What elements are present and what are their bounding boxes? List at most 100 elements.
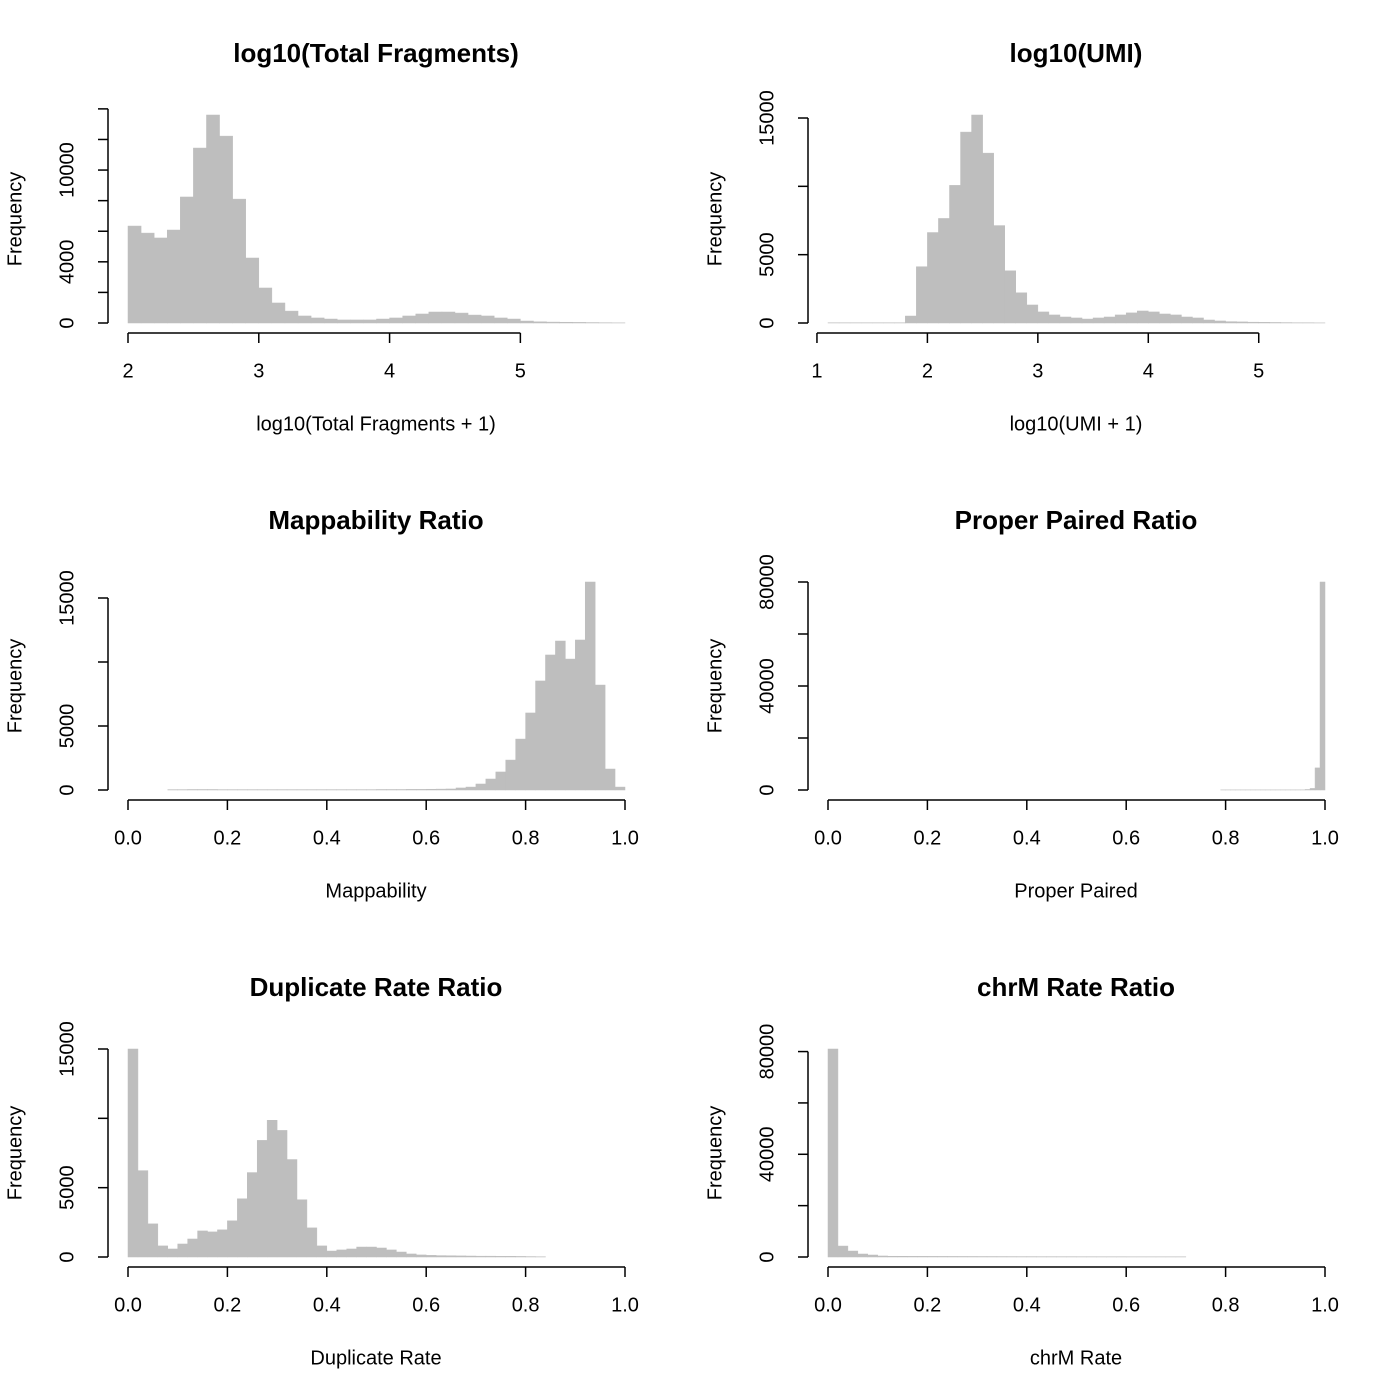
bar bbox=[905, 315, 917, 324]
bar bbox=[266, 1120, 278, 1258]
bar bbox=[938, 218, 950, 324]
bar bbox=[1269, 322, 1282, 324]
chart-title: log10(Total Fragments) bbox=[233, 38, 519, 68]
bar bbox=[180, 196, 194, 324]
bar bbox=[402, 315, 416, 324]
x-tick-label: 0.6 bbox=[1112, 827, 1140, 849]
bar bbox=[1159, 313, 1171, 324]
bar bbox=[237, 1198, 248, 1258]
bar bbox=[545, 654, 556, 791]
bar bbox=[187, 1238, 198, 1258]
bar bbox=[546, 321, 560, 324]
bar bbox=[187, 789, 198, 791]
bar bbox=[435, 788, 447, 791]
y-tick-label: 80000 bbox=[756, 554, 778, 610]
bar bbox=[207, 789, 218, 791]
bar bbox=[555, 640, 566, 791]
bar bbox=[485, 1255, 497, 1258]
y-tick-label: 15000 bbox=[756, 90, 778, 146]
bar bbox=[565, 658, 576, 791]
y-tick-label: 80000 bbox=[756, 1024, 778, 1080]
x-tick-label: 0.2 bbox=[213, 1294, 241, 1316]
bar bbox=[960, 131, 972, 324]
bar bbox=[575, 639, 586, 791]
y-axis-label: Frequency bbox=[704, 639, 726, 734]
bar bbox=[1236, 321, 1248, 324]
bar bbox=[396, 789, 407, 791]
bar bbox=[594, 684, 606, 791]
bar bbox=[445, 788, 457, 791]
bar bbox=[276, 1130, 288, 1258]
bar bbox=[1203, 319, 1215, 324]
bar bbox=[425, 1255, 437, 1258]
bar bbox=[1114, 314, 1127, 324]
x-tick-label: 0.8 bbox=[512, 1294, 540, 1316]
bar bbox=[949, 185, 961, 324]
bar bbox=[1015, 292, 1028, 324]
bar bbox=[505, 1256, 516, 1258]
bar bbox=[153, 237, 168, 324]
bar bbox=[363, 319, 377, 324]
bar bbox=[258, 287, 273, 324]
x-tick-label: 0.2 bbox=[213, 827, 241, 849]
bar bbox=[455, 1255, 467, 1258]
bar bbox=[376, 1247, 387, 1258]
bar bbox=[1136, 310, 1149, 324]
bar bbox=[1258, 322, 1271, 324]
chart-title: log10(UMI) bbox=[1010, 38, 1143, 68]
x-tick-label: 1.0 bbox=[1311, 1294, 1339, 1316]
x-axis-label: Duplicate Rate bbox=[310, 1347, 441, 1369]
bar bbox=[475, 1255, 487, 1258]
x-tick-label: 2 bbox=[922, 360, 933, 382]
y-tick-label: 15000 bbox=[56, 570, 78, 626]
bar bbox=[480, 315, 495, 324]
bar bbox=[386, 789, 397, 791]
x-tick-label: 1.0 bbox=[611, 1294, 639, 1316]
bar bbox=[428, 311, 443, 324]
bar bbox=[197, 1230, 208, 1258]
y-tick-label: 5000 bbox=[56, 704, 78, 749]
bar bbox=[982, 152, 994, 324]
bar bbox=[284, 310, 299, 324]
bar bbox=[1037, 311, 1050, 324]
x-tick-label: 0.0 bbox=[814, 1294, 842, 1316]
bar bbox=[465, 786, 477, 791]
bar bbox=[475, 783, 487, 791]
bar bbox=[1309, 788, 1316, 791]
x-axis-label: log10(Total Fragments + 1) bbox=[256, 413, 496, 435]
y-tick-label: 0 bbox=[56, 784, 78, 795]
bar bbox=[525, 712, 536, 791]
bar bbox=[584, 581, 596, 791]
bar bbox=[389, 317, 403, 324]
bar bbox=[1081, 318, 1094, 324]
bar bbox=[559, 321, 573, 324]
bar bbox=[535, 680, 546, 791]
bar bbox=[465, 1255, 477, 1258]
x-tick-label: 0.6 bbox=[412, 827, 440, 849]
bar bbox=[454, 312, 469, 324]
bar bbox=[1314, 767, 1321, 791]
chart-title: chrM Rate Ratio bbox=[977, 972, 1175, 1002]
x-tick-label: 4 bbox=[1143, 360, 1154, 382]
y-axis-label: Frequency bbox=[704, 172, 726, 267]
bar bbox=[323, 318, 338, 324]
bar bbox=[271, 302, 286, 324]
x-tick-label: 5 bbox=[515, 360, 526, 382]
y-tick-label: 4000 bbox=[56, 240, 78, 285]
y-axis-label: Frequency bbox=[704, 1106, 726, 1201]
bar bbox=[167, 1248, 178, 1258]
bar bbox=[572, 322, 587, 324]
x-tick-label: 5 bbox=[1253, 360, 1264, 382]
bar bbox=[219, 135, 233, 324]
bar bbox=[857, 1253, 869, 1258]
bar bbox=[193, 147, 207, 324]
bar bbox=[1125, 312, 1138, 324]
bar bbox=[897, 1256, 908, 1258]
bar bbox=[356, 1246, 367, 1258]
chart-title: Duplicate Rate Ratio bbox=[250, 972, 503, 1002]
bar bbox=[232, 198, 246, 324]
bar bbox=[206, 114, 220, 324]
bar bbox=[441, 311, 456, 324]
y-axis-label: Frequency bbox=[4, 639, 26, 734]
bar bbox=[386, 1249, 397, 1258]
